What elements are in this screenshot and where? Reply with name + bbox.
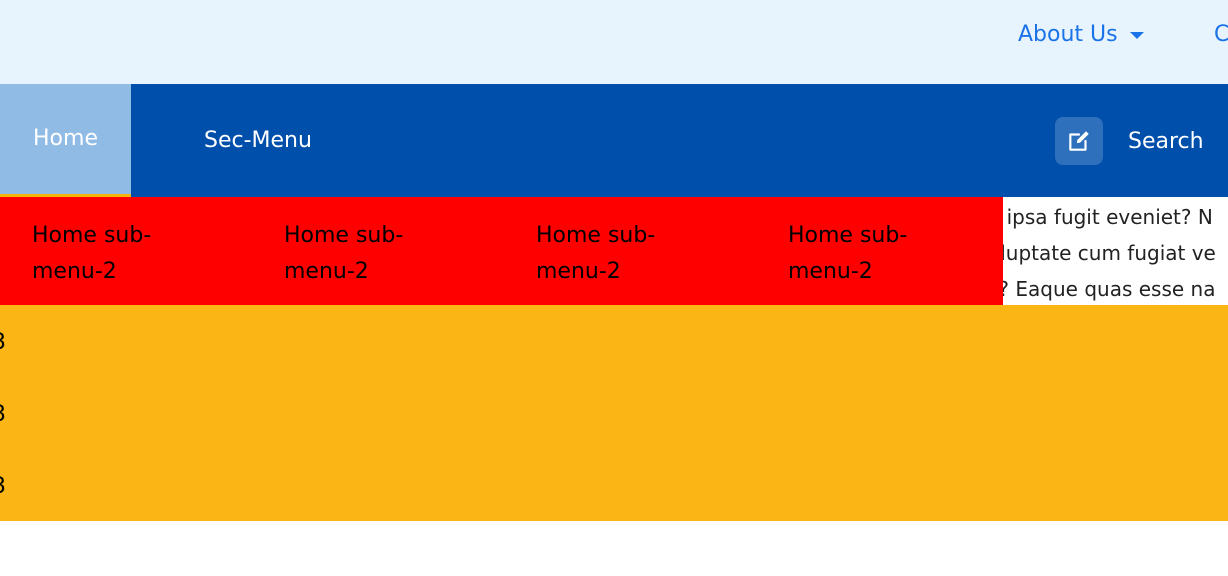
home-submenu-panel: Home sub-menu-2 Home sub-menu-2 Home sub… <box>0 197 1003 305</box>
submenu-item[interactable]: Home sub-menu-2 <box>32 223 152 284</box>
nav-sec-menu[interactable]: Sec-Menu <box>204 128 312 153</box>
submenu-item[interactable]: Home sub-menu-2 <box>788 223 908 284</box>
third-level-item[interactable]: 3 <box>0 330 6 355</box>
about-us-dropdown[interactable]: About Us <box>1018 22 1144 47</box>
content-line: oluptate cum fugiat ve <box>988 241 1216 265</box>
top-navbar: About Us C <box>0 0 1228 84</box>
third-level-menu: 3 3 3 <box>0 305 1228 521</box>
nav-home-tab[interactable]: Home <box>0 84 131 197</box>
nav-search[interactable]: Search <box>1128 129 1204 154</box>
contact-link[interactable]: C <box>1214 22 1228 47</box>
third-level-item[interactable]: 3 <box>0 402 6 427</box>
about-us-label: About Us <box>1018 22 1118 47</box>
content-line: s? Eaque quas esse na <box>988 277 1216 301</box>
edit-icon <box>1069 131 1089 151</box>
third-level-item[interactable]: 3 <box>0 474 6 499</box>
main-navbar: Home Sec-Menu Search <box>0 84 1228 197</box>
caret-down-icon <box>1129 32 1144 39</box>
submenu-item[interactable]: Home sub-menu-2 <box>536 223 656 284</box>
nav-home-label: Home <box>33 125 98 151</box>
edit-button[interactable] <box>1055 117 1103 165</box>
content-line: a ipsa fugit eveniet? N <box>988 205 1213 229</box>
submenu-item[interactable]: Home sub-menu-2 <box>284 223 404 284</box>
